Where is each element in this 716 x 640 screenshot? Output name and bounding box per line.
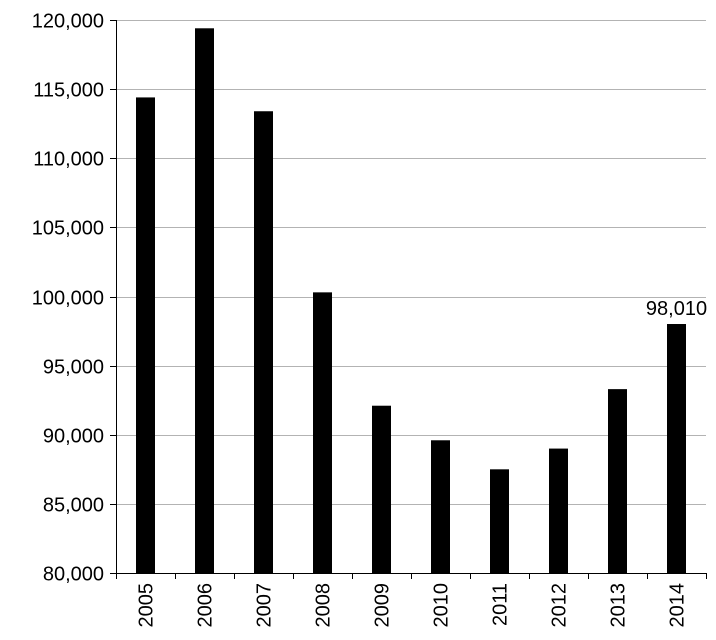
y-tick-label: 110,000 [33,149,104,171]
y-tick-label: 95,000 [43,357,104,379]
y-tick-label: 105,000 [32,218,104,240]
bar [490,469,509,573]
x-tick-label: 2011 [490,583,512,626]
y-tick-label: 100,000 [32,288,104,310]
y-tick-label: 90,000 [43,426,104,448]
bar [431,440,450,573]
bars [136,28,686,574]
y-tick-label: 120,000 [32,11,104,33]
bar [195,28,214,574]
x-tick-label: 2014 [667,583,689,628]
bar [313,292,332,573]
bar [254,111,273,574]
bar [667,324,686,573]
y-tick-label: 85,000 [43,495,104,517]
gridlines [116,20,706,505]
bar [549,448,568,573]
y-tick-label: 80,000 [43,564,104,586]
y-tick-label: 115,000 [33,80,104,102]
x-tick-label: 2005 [136,583,158,628]
x-tick-label: 2010 [431,583,453,628]
bar [136,97,155,574]
bar [372,405,391,573]
x-tick-label: 2006 [195,583,217,628]
bar [608,389,627,573]
labels: 80,000 85,000 90,000 95,000 100,000 105,000 11… [32,11,707,628]
x-tick-label: 2013 [608,583,630,628]
x-tick-label: 2007 [254,583,276,628]
x-tick-label: 2012 [549,583,571,628]
data-label: 98,010 [646,298,707,320]
axes [110,20,707,579]
x-tick-label: 2009 [372,583,394,628]
x-tick-label: 2008 [313,583,335,628]
